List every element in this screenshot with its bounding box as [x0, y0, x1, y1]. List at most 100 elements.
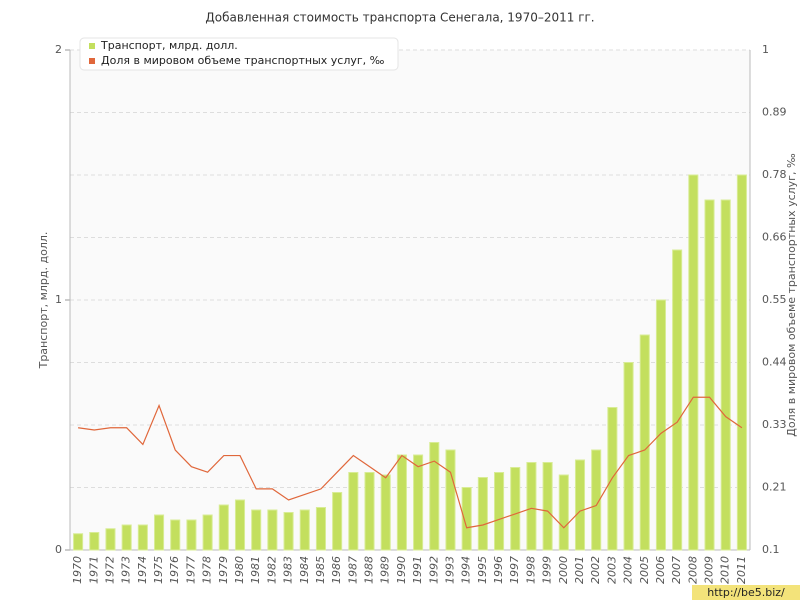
y-axis-title: Транспорт, млрд. долл.	[37, 232, 50, 370]
x-tick-label: 1999	[541, 556, 554, 584]
legend-box	[79, 37, 399, 71]
bar	[477, 477, 488, 551]
bar	[413, 454, 424, 551]
x-tick-label: 1992	[427, 556, 440, 584]
bar	[510, 467, 521, 551]
bar	[121, 524, 132, 551]
y2-axis-title: Доля в мировом объеме транспортных услуг…	[785, 153, 798, 437]
bar	[688, 174, 699, 551]
bar	[396, 454, 407, 551]
bar	[105, 528, 116, 551]
x-tick-label: 1970	[71, 556, 84, 584]
x-tick-label: 1985	[314, 556, 327, 584]
x-tick-label: 1972	[103, 556, 116, 584]
y-tick-label: 0	[55, 543, 62, 556]
legend-swatch	[89, 58, 95, 64]
bar	[655, 299, 666, 551]
x-tick-label: 2007	[670, 556, 683, 584]
x-tick-label: 1974	[136, 556, 149, 584]
bar	[445, 449, 456, 551]
x-tick-label: 1975	[152, 556, 165, 584]
x-tick-label: 1991	[411, 556, 424, 584]
y2-tick-label: 0.89	[762, 106, 787, 119]
x-tick-label: 1982	[265, 556, 278, 584]
bar	[736, 174, 747, 551]
x-tick-label: 2005	[638, 556, 651, 584]
bar	[202, 514, 213, 551]
bar	[332, 492, 343, 551]
x-tick-label: 1973	[120, 556, 133, 584]
bar	[154, 514, 165, 551]
bar	[283, 512, 294, 551]
bar	[170, 519, 181, 551]
bar	[234, 499, 246, 551]
bar	[89, 532, 100, 551]
x-tick-label: 1983	[282, 556, 295, 584]
x-tick-label: 2010	[719, 556, 732, 584]
legend: Транспорт, млрд. долл. Доля в мировом объ…	[79, 37, 399, 71]
y-tick-label: 2	[55, 43, 62, 56]
bar	[299, 509, 310, 551]
watermark-bg	[692, 585, 800, 600]
bar	[704, 199, 715, 551]
legend-swatch	[89, 43, 95, 49]
bar	[574, 459, 586, 551]
x-tick-label: 2006	[654, 556, 667, 584]
bar	[218, 504, 229, 551]
x-tick-label: 2009	[703, 556, 716, 584]
x-tick-label: 1977	[184, 556, 197, 584]
bar	[672, 249, 683, 551]
y-tick-label: 1	[55, 293, 62, 306]
x-tick-label: 1987	[346, 556, 359, 584]
bar	[526, 462, 537, 551]
bar	[364, 472, 375, 551]
watermark: http://be5.biz/	[707, 586, 785, 599]
x-tick-label: 1996	[492, 556, 505, 584]
x-tick-label: 1989	[379, 556, 392, 584]
x-tick-label: 2004	[622, 556, 635, 584]
bar	[186, 519, 197, 551]
legend-label: Транспорт, млрд. долл.	[100, 39, 238, 52]
x-tick-label: 1997	[508, 556, 521, 584]
x-tick-label: 1981	[249, 556, 262, 584]
bar	[639, 334, 650, 551]
x-tick-label: 2003	[605, 556, 618, 584]
x-tick-label: 1986	[330, 556, 343, 584]
x-tick-label: 1979	[217, 556, 230, 584]
x-tick-label: 1990	[395, 556, 408, 584]
bar	[380, 474, 391, 551]
x-tick-label: 1988	[363, 556, 376, 584]
line	[78, 396, 743, 529]
chart-title: Добавленная стоимость транспорта Сенегал…	[205, 11, 594, 25]
x-tick-label: 2002	[589, 556, 602, 584]
x-tick-label: 2001	[573, 556, 586, 584]
legend-label: Доля в мировом объеме транспортных услуг…	[101, 54, 385, 67]
bar	[429, 442, 440, 551]
bar	[251, 509, 262, 551]
y2-tick-label: 0.55	[762, 293, 787, 306]
x-tick-label: 1971	[87, 556, 100, 584]
bar	[137, 524, 148, 551]
x-tick-label: 1978	[201, 556, 214, 584]
y2-tick-label: 0.44	[762, 356, 787, 369]
x-tick-label: 1995	[476, 556, 489, 584]
x-tick-label: 1980	[233, 556, 246, 584]
bar	[494, 472, 505, 551]
x-tick-label: 1976	[168, 556, 181, 584]
y2-tick-label: 1	[762, 43, 769, 56]
bar	[558, 474, 569, 551]
bar	[267, 509, 278, 551]
bar	[461, 487, 472, 551]
x-tick-label: 1994	[460, 556, 473, 584]
y2-tick-label: 0.78	[762, 168, 787, 181]
bar	[720, 199, 731, 551]
y2-tick-label: 0.66	[762, 231, 787, 244]
bar	[348, 472, 359, 551]
x-tick-label: 1998	[524, 556, 537, 584]
bar	[315, 507, 326, 551]
x-tick-label: 1993	[443, 556, 456, 584]
x-tick-label: 2008	[686, 556, 699, 584]
y2-tick-label: 0.1	[762, 543, 780, 556]
bar	[591, 449, 602, 551]
